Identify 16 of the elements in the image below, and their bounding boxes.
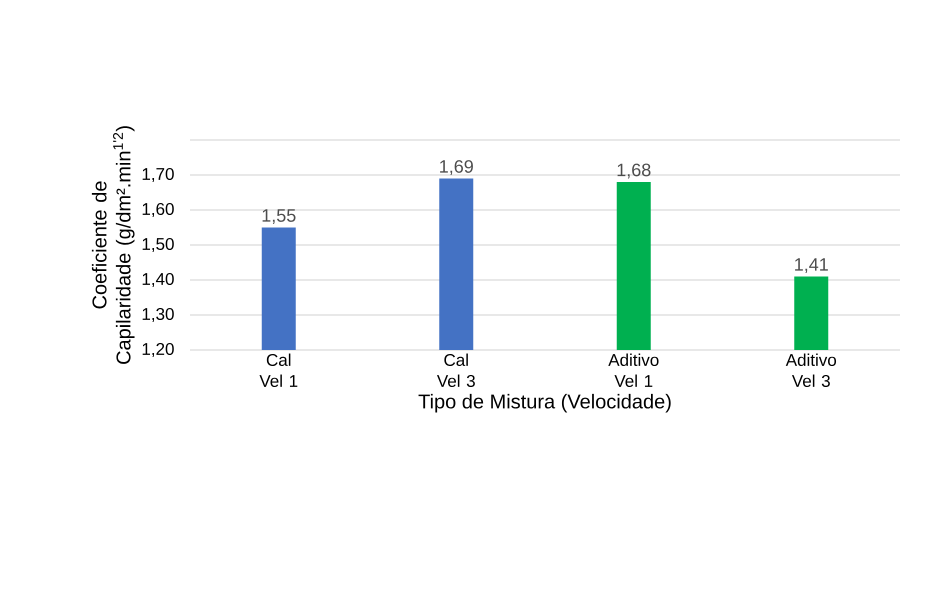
y-axis-title: Coeficiente de Capilaridade (g/dm².min$^{1'2}$) <box>92 126 135 364</box>
x-tick-label: Cal Vel 3 <box>436 354 475 388</box>
y-tick-label: 1,40 <box>142 272 174 288</box>
y-tick-label: 1,70 <box>142 168 174 182</box>
y-tick-label: 1,30 <box>142 308 174 322</box>
data-label: 1,55 <box>262 209 296 224</box>
y-tick-label: 1,20 <box>142 342 174 358</box>
y-tick-label: 1,50 <box>142 238 174 252</box>
data-label: 1,68 <box>618 164 650 178</box>
x-tick-label: Aditivo Vel 1 <box>608 354 659 388</box>
data-label: 1,41 <box>795 258 828 273</box>
x-axis-title: Tipo de Mistura (Velocidade) <box>418 394 671 413</box>
x-tick-label: Aditivo Vel 3 <box>786 354 836 388</box>
x-tick-label: Cal Vel 1 <box>259 354 298 388</box>
y-tick-label: 1,60 <box>142 202 174 218</box>
data-label: 1,69 <box>440 160 473 175</box>
